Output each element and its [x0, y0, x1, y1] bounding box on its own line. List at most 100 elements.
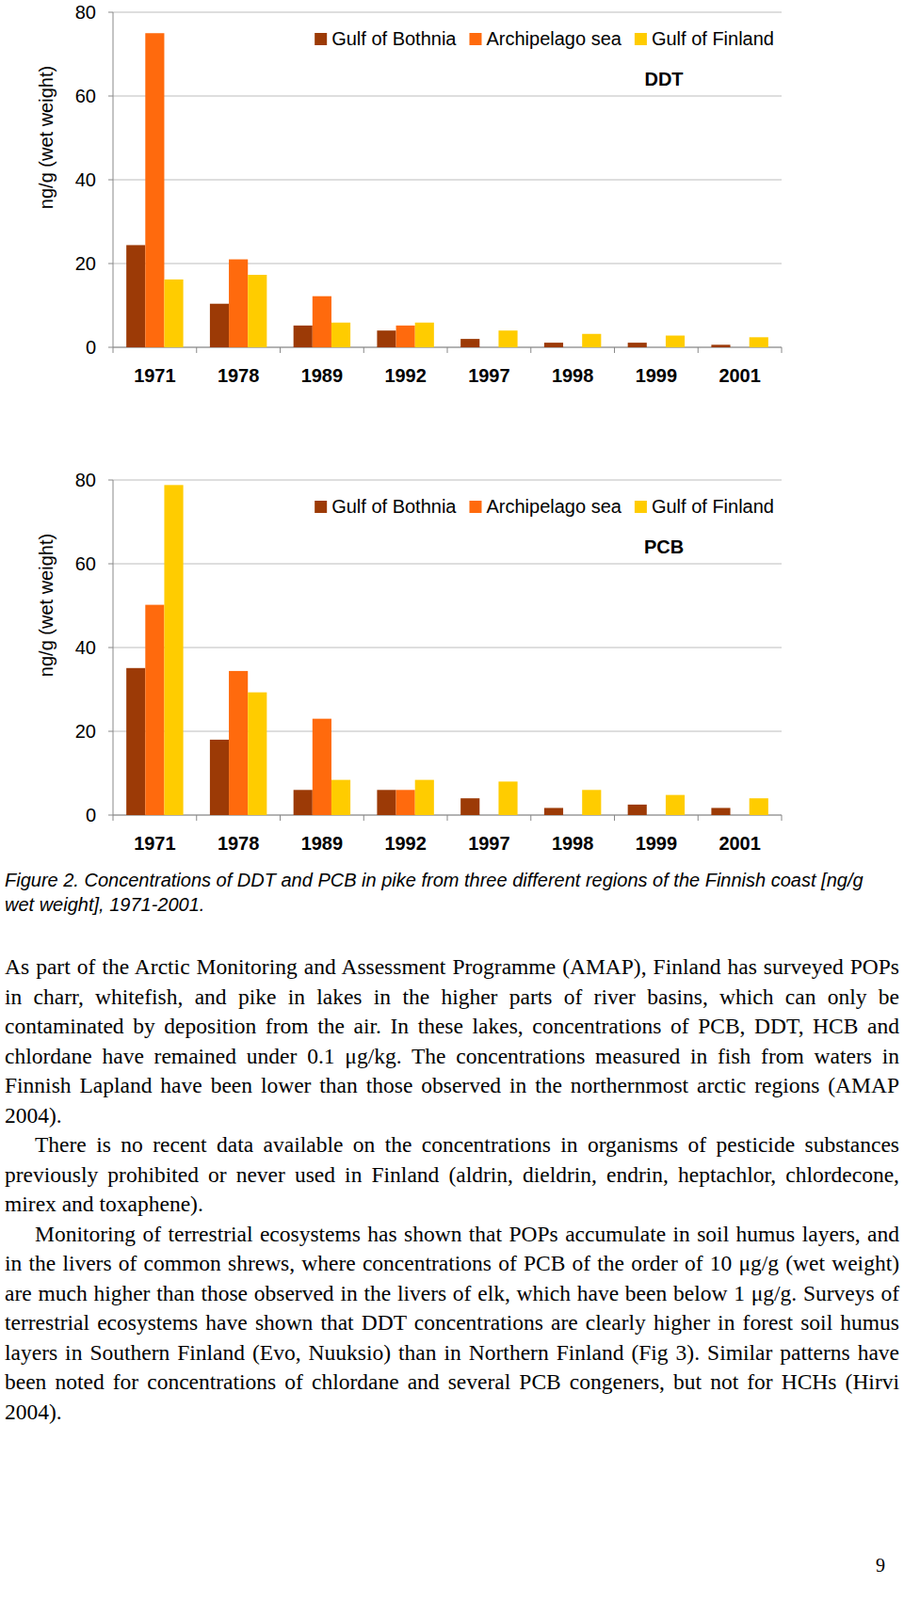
- chart: 020406080ng/g (wet weight)19711978198919…: [35, 1, 782, 387]
- y-tick-label: 20: [75, 721, 97, 743]
- y-tick-label: 40: [75, 637, 97, 659]
- bar: [331, 780, 351, 816]
- x-tick: [113, 815, 114, 822]
- x-tick-label: 1978: [217, 833, 260, 855]
- x-tick: [195, 347, 197, 354]
- legend-swatch: [468, 32, 482, 46]
- x-tick: [195, 815, 197, 822]
- bar: [498, 781, 517, 816]
- y-tick-label: 80: [75, 469, 97, 491]
- y-axis-label: ng/g (wet weight): [35, 533, 57, 678]
- grid-line: [113, 647, 782, 649]
- bars: [126, 32, 769, 348]
- bar: [628, 805, 647, 816]
- chart-title: DDT: [644, 68, 683, 90]
- legend-swatch: [314, 32, 327, 46]
- legend-swatch: [314, 500, 327, 514]
- y-tick: [108, 263, 113, 265]
- bar: [628, 342, 647, 348]
- y-tick: [108, 647, 113, 649]
- x-tick: [363, 815, 365, 822]
- legend-swatch: [634, 500, 647, 514]
- x-tick: [613, 815, 615, 822]
- paragraph: As part of the Arctic Monitoring and Ass…: [4, 952, 900, 1131]
- bar: [126, 244, 146, 348]
- x-tick-label: 1992: [384, 833, 427, 855]
- legend-swatch: [634, 32, 647, 46]
- grid-line: [113, 564, 782, 565]
- bar: [460, 798, 480, 816]
- bar: [293, 325, 313, 348]
- bar: [145, 32, 164, 348]
- y-tick: [108, 480, 113, 482]
- bar: [376, 330, 396, 348]
- x-tick-label: 1978: [217, 365, 260, 387]
- x-tick: [697, 815, 699, 822]
- y-tick: [108, 564, 113, 565]
- bar: [293, 790, 313, 816]
- grid-line: [113, 12, 782, 14]
- legend-label: Gulf of Finland: [651, 28, 775, 49]
- bar: [581, 334, 601, 348]
- y-axis: [113, 12, 114, 348]
- bar: [460, 339, 480, 348]
- x-tick: [279, 347, 281, 354]
- x-tick-label: 2001: [718, 365, 761, 387]
- y-tick-label: 0: [85, 805, 97, 826]
- x-tick: [613, 347, 615, 354]
- paragraph: There is no recent data available on the…: [4, 1130, 900, 1221]
- bar: [228, 671, 248, 816]
- chart: 020406080ng/g (wet weight)19711978198919…: [35, 469, 782, 855]
- grid-line: [113, 480, 782, 482]
- x-tick-label: 1971: [133, 833, 177, 855]
- bar: [665, 795, 685, 816]
- x-tick-label: 1998: [551, 365, 595, 387]
- grid-line: [113, 179, 782, 181]
- y-tick-label: 60: [75, 85, 97, 107]
- x-tick-label: 1989: [301, 833, 344, 855]
- legend: Gulf of BothniaArchipelago seaGulf of Fi…: [314, 496, 775, 517]
- bar: [247, 693, 267, 816]
- x-tick: [113, 347, 114, 354]
- bar: [312, 719, 332, 816]
- x-tick-label: 1997: [468, 365, 511, 387]
- bar: [710, 344, 730, 348]
- bar: [126, 668, 146, 816]
- x-tick-label: 1998: [551, 833, 595, 855]
- bar: [376, 790, 396, 816]
- y-tick-label: 0: [85, 337, 97, 358]
- bar: [145, 605, 164, 816]
- y-tick-label: 40: [75, 169, 97, 191]
- x-tick: [447, 347, 449, 354]
- caption: Figure 2. Concentrations of DDT and PCB …: [4, 868, 895, 918]
- bar: [396, 790, 416, 816]
- page-number: 9: [875, 1555, 886, 1578]
- y-axis: [113, 480, 114, 816]
- legend-label: Archipelago sea: [485, 28, 622, 49]
- bar: [544, 342, 564, 348]
- legend-label: Gulf of Finland: [651, 496, 775, 517]
- bar: [710, 807, 730, 816]
- bar: [209, 740, 229, 816]
- bar: [312, 296, 332, 348]
- legend-swatch: [468, 500, 482, 514]
- bar: [163, 279, 183, 348]
- x-tick-label: 1999: [635, 365, 678, 387]
- grid-line: [113, 96, 782, 97]
- chart-title: PCB: [644, 536, 684, 558]
- bars: [126, 484, 769, 816]
- y-tick: [108, 347, 113, 349]
- x-tick-label: 1971: [133, 365, 177, 387]
- y-tick-label: 20: [75, 253, 97, 275]
- bar: [415, 780, 435, 816]
- y-axis-label: ng/g (wet weight): [35, 65, 57, 210]
- bar: [228, 259, 248, 348]
- bar: [749, 798, 769, 816]
- x-tick: [781, 347, 783, 354]
- x-tick: [530, 815, 532, 822]
- x-tick: [530, 347, 532, 354]
- grid-line: [113, 263, 782, 265]
- bar: [749, 337, 769, 348]
- bar: [415, 322, 435, 348]
- bar: [209, 304, 229, 348]
